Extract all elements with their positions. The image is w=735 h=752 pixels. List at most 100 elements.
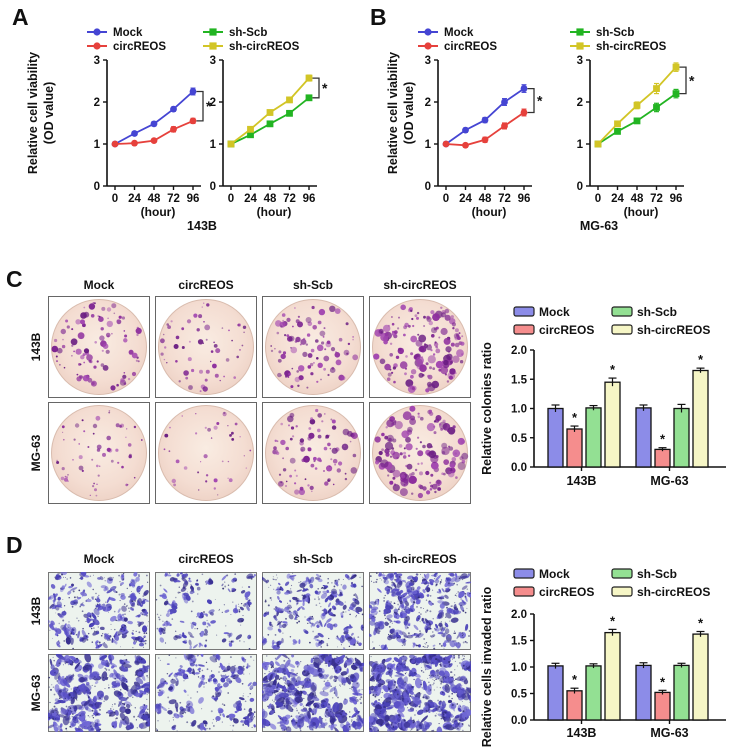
- cell-dot: [383, 597, 386, 599]
- cell-blob: [222, 713, 225, 718]
- cell-dot: [130, 704, 133, 707]
- colony-dot: [105, 349, 110, 354]
- cell-dot: [390, 724, 393, 726]
- cell-dot: [336, 655, 338, 658]
- cell-blob: [322, 674, 328, 680]
- cell-blob: [447, 699, 453, 704]
- cell-dot: [457, 642, 459, 644]
- cell-blob: [240, 590, 246, 594]
- cell-dot: [128, 607, 130, 609]
- colony-dot: [330, 418, 333, 421]
- cell-dot: [205, 581, 207, 583]
- cell-dot: [430, 595, 432, 597]
- cell-blob: [320, 592, 328, 599]
- colony-dot: [400, 478, 409, 487]
- colony-dot: [78, 455, 83, 460]
- cell-dot: [417, 729, 419, 731]
- panel-c-label: C: [6, 266, 23, 292]
- colony-dot: [420, 416, 424, 421]
- cell-dot: [377, 665, 379, 667]
- colony-dot: [452, 449, 461, 458]
- legend-marker: [424, 28, 432, 36]
- colony-dot: [419, 345, 427, 353]
- cell-dot: [118, 574, 120, 577]
- cell-blob: [106, 589, 113, 594]
- cell-dot: [213, 655, 215, 657]
- colony-dot: [133, 425, 137, 429]
- cell-blob: [463, 679, 469, 685]
- cell-dot: [201, 669, 204, 672]
- colony-dot: [410, 374, 414, 379]
- cell-dot: [197, 669, 199, 671]
- cell-dot: [384, 614, 386, 617]
- cell-blob: [275, 701, 284, 707]
- cell-blob: [200, 653, 204, 657]
- colony-dot: [461, 459, 466, 464]
- cell-dot: [287, 657, 290, 660]
- cell-blob: [333, 713, 342, 717]
- cell-dot: [92, 677, 94, 679]
- cell-blob: [92, 613, 97, 620]
- cell-dot: [279, 588, 282, 591]
- y-tick-label: 2.0: [511, 345, 527, 357]
- cell-dot: [418, 725, 420, 727]
- cell-blob: [347, 637, 352, 640]
- cell-dot: [220, 674, 222, 676]
- cell-dot: [232, 724, 235, 727]
- cell-dot: [203, 634, 206, 636]
- colony-dot: [417, 412, 420, 415]
- cell-blob: [248, 585, 251, 589]
- colony-dot: [100, 363, 105, 367]
- cell-dot: [386, 711, 387, 713]
- cell-blob: [390, 573, 394, 578]
- cell-dot: [374, 623, 376, 625]
- colony-dot: [389, 342, 393, 345]
- cell-dot: [457, 723, 460, 725]
- cell-dot: [264, 612, 266, 615]
- colony-dot: [249, 449, 252, 452]
- colony-dot: [227, 477, 229, 479]
- cell-dot: [158, 616, 160, 619]
- colony-dot: [110, 459, 114, 463]
- colony-dot: [311, 305, 315, 310]
- cell-blob: [444, 670, 450, 677]
- cell-blob: [402, 639, 406, 646]
- cell-dot: [297, 686, 299, 688]
- cell-blob: [58, 689, 62, 693]
- cell-blob: [117, 608, 121, 613]
- cell-blob: [189, 662, 195, 667]
- cell-blob: [50, 620, 55, 626]
- colony-dot: [432, 313, 440, 321]
- cell-blob: [448, 677, 453, 686]
- cell-blob: [424, 618, 428, 624]
- cell-blob: [343, 698, 348, 705]
- cell-blob: [144, 611, 149, 616]
- well-dish: [158, 405, 254, 501]
- cell-blob: [438, 588, 442, 593]
- cell-dot: [167, 696, 170, 699]
- cell-blob: [370, 663, 377, 673]
- cell-dot: [103, 642, 105, 644]
- cell-dot: [394, 681, 396, 683]
- colony-dot: [323, 355, 330, 362]
- colony-dot: [323, 327, 326, 330]
- cell-blob: [204, 628, 208, 634]
- cell-dot: [141, 693, 143, 695]
- cell-blob: [142, 598, 150, 602]
- cell-dot: [306, 577, 308, 579]
- cell-blob: [444, 594, 449, 599]
- cell-dot: [79, 669, 81, 671]
- cell-dot: [328, 660, 331, 663]
- cell-dot: [320, 655, 323, 658]
- cell-dot: [223, 669, 226, 672]
- cell-dot: [295, 596, 298, 599]
- cell-dot: [159, 584, 162, 587]
- cell-blob: [460, 693, 466, 700]
- cell-dot: [109, 635, 112, 637]
- colony-well-mg63-sh-scb: [262, 402, 364, 504]
- cell-dot: [58, 697, 61, 700]
- cell-dot: [290, 588, 292, 590]
- colony-dot: [171, 478, 176, 484]
- legend-item-mock: Mock: [513, 567, 570, 581]
